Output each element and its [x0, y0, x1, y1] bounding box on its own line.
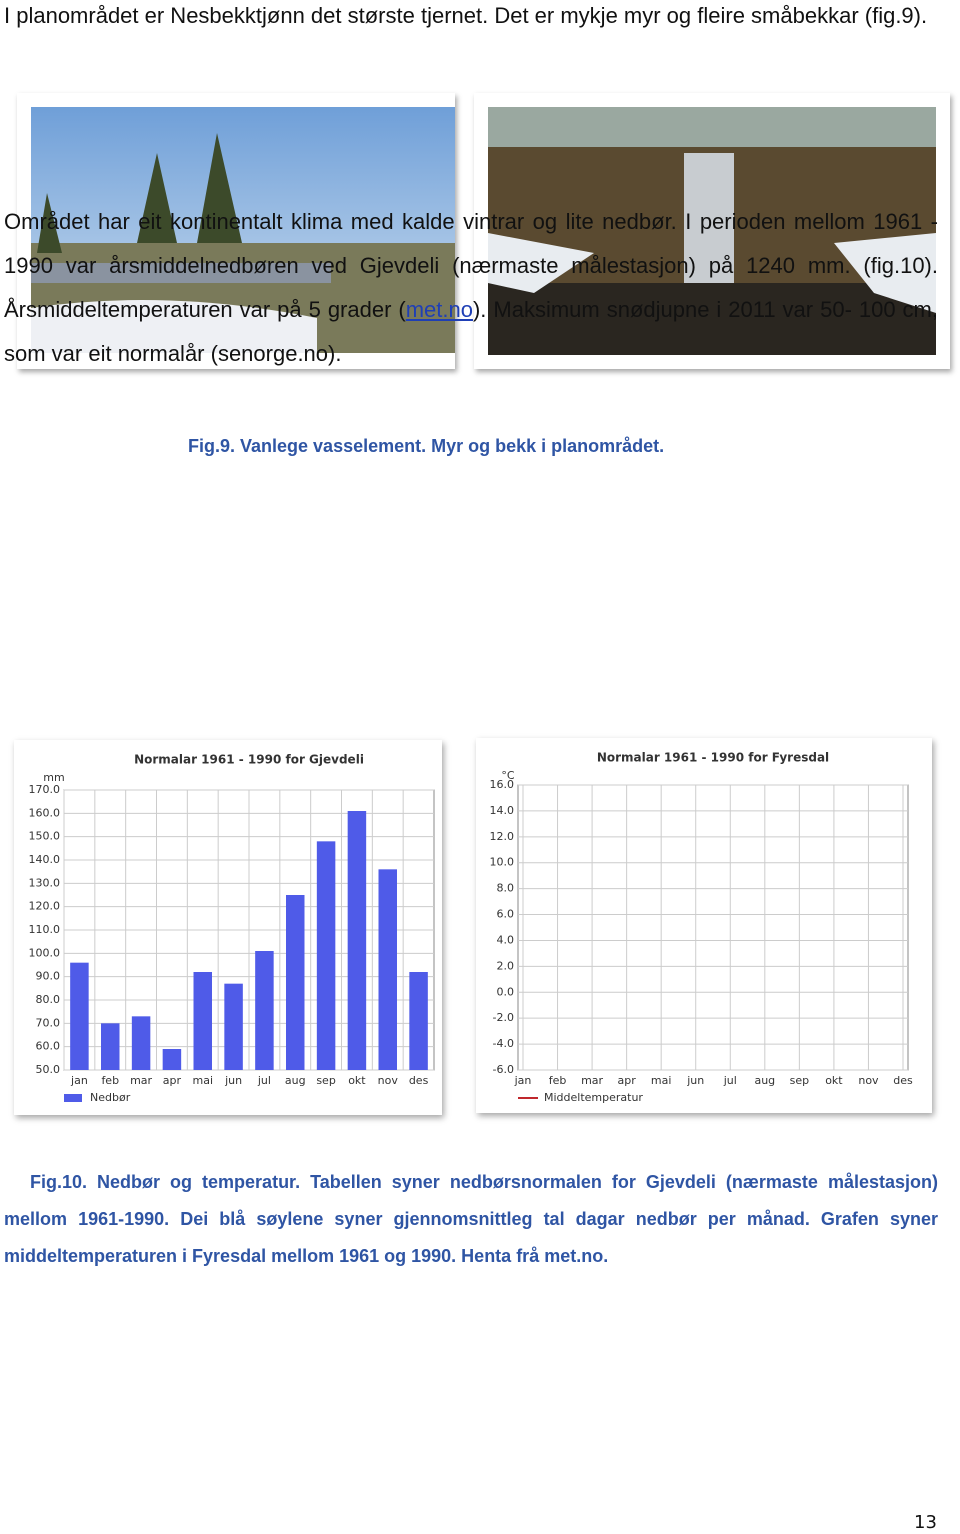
y-tick-label: 70.0: [36, 1016, 61, 1029]
y-tick-label: 14.0: [490, 804, 515, 817]
bar: [101, 1023, 120, 1070]
chart-title: Normalar 1961 - 1990 for Gjevdeli: [134, 753, 364, 767]
legend-label: Nedbør: [90, 1091, 131, 1104]
x-tick-label: sep: [316, 1074, 335, 1087]
y-tick-label: 120.0: [29, 900, 61, 913]
bar: [316, 841, 336, 1070]
photo-stream: [474, 93, 950, 369]
paragraph: I planområdet er Nesbekktjønn det størst…: [4, 3, 928, 28]
x-tick-label: nov: [378, 1074, 399, 1087]
x-tick-label: mai: [651, 1074, 672, 1087]
figure-caption: Fig.10. Nedbør og temperatur. Tabellen s…: [4, 1172, 938, 1266]
text: Området har eit kontinentalt klima med k…: [4, 209, 938, 322]
x-tick-label: mar: [130, 1074, 152, 1087]
y-axis-label: mm: [43, 771, 64, 784]
y-tick-label: 60.0: [36, 1040, 61, 1053]
y-tick-label: 10.0: [490, 856, 515, 869]
figure-caption: Fig.9. Vanlege vasselement. Myr og bekk …: [188, 436, 665, 456]
legend-swatch: [64, 1094, 82, 1102]
x-tick-label: des: [409, 1074, 429, 1087]
y-axis-label: °C: [501, 769, 515, 782]
page-number: 13: [914, 1512, 937, 1533]
y-tick-label: 90.0: [36, 970, 61, 983]
link[interactable]: met.no: [405, 297, 473, 322]
bar: [224, 983, 243, 1070]
y-tick-label: 0.0: [497, 985, 515, 998]
chart-title: Normalar 1961 - 1990 for Fyresdal: [597, 751, 829, 765]
bar: [347, 811, 367, 1070]
x-tick-label: mai: [192, 1074, 213, 1087]
bar: [255, 951, 274, 1070]
y-tick-label: -6.0: [493, 1063, 514, 1076]
bar: [131, 1016, 151, 1070]
x-tick-label: apr: [163, 1074, 182, 1087]
legend-label: Middeltemperatur: [544, 1091, 643, 1104]
y-tick-label: 110.0: [29, 923, 61, 936]
x-tick-label: jan: [70, 1074, 88, 1087]
x-tick-label: jun: [224, 1074, 242, 1087]
bar: [286, 895, 305, 1070]
paragraph: Området har eit kontinentalt klima med k…: [4, 200, 938, 376]
x-tick-label: feb: [101, 1074, 119, 1087]
bar: [162, 1049, 182, 1070]
y-tick-label: 170.0: [29, 783, 61, 796]
y-tick-label: 80.0: [36, 993, 61, 1006]
x-tick-label: mar: [581, 1074, 603, 1087]
y-tick-label: 140.0: [29, 853, 61, 866]
x-tick-label: des: [893, 1074, 913, 1087]
y-tick-label: 50.0: [36, 1063, 61, 1076]
x-tick-label: aug: [285, 1074, 306, 1087]
x-tick-label: okt: [825, 1074, 843, 1087]
y-tick-label: 4.0: [497, 933, 515, 946]
y-tick-label: 8.0: [497, 882, 515, 895]
x-tick-label: apr: [618, 1074, 637, 1087]
y-tick-label: -2.0: [493, 1011, 514, 1024]
text: ). Maksimum snødjupne i 2011 var 50- 100…: [4, 297, 938, 366]
bar: [409, 972, 428, 1070]
photo-bog: [17, 93, 455, 369]
plot-area: [517, 784, 909, 1071]
y-tick-label: 150.0: [29, 830, 61, 843]
x-tick-label: okt: [348, 1074, 366, 1087]
x-tick-label: jul: [257, 1074, 271, 1087]
x-tick-label: aug: [754, 1074, 775, 1087]
y-tick-label: 2.0: [497, 959, 515, 972]
y-tick-label: 160.0: [29, 806, 61, 819]
bar: [193, 972, 212, 1070]
x-tick-label: jun: [686, 1074, 704, 1087]
x-tick-label: jul: [723, 1074, 737, 1087]
y-tick-label: 100.0: [29, 946, 61, 959]
bar: [378, 869, 397, 1070]
y-tick-label: 6.0: [497, 908, 515, 921]
x-tick-label: feb: [549, 1074, 567, 1087]
chart: Normalar 1961 - 1990 for Gjevdeli mm 50.0 6…: [14, 740, 442, 1115]
chart: Normalar 1961 - 1990 for Fyresdal °C -6.0 -…: [476, 738, 932, 1113]
x-tick-label: jan: [514, 1074, 532, 1087]
y-tick-label: 12.0: [490, 830, 515, 843]
y-tick-label: 16.0: [490, 778, 515, 791]
x-tick-label: nov: [858, 1074, 879, 1087]
y-tick-label: -4.0: [493, 1037, 514, 1050]
bar: [70, 962, 89, 1070]
y-tick-label: 130.0: [29, 876, 61, 889]
x-tick-label: sep: [790, 1074, 809, 1087]
